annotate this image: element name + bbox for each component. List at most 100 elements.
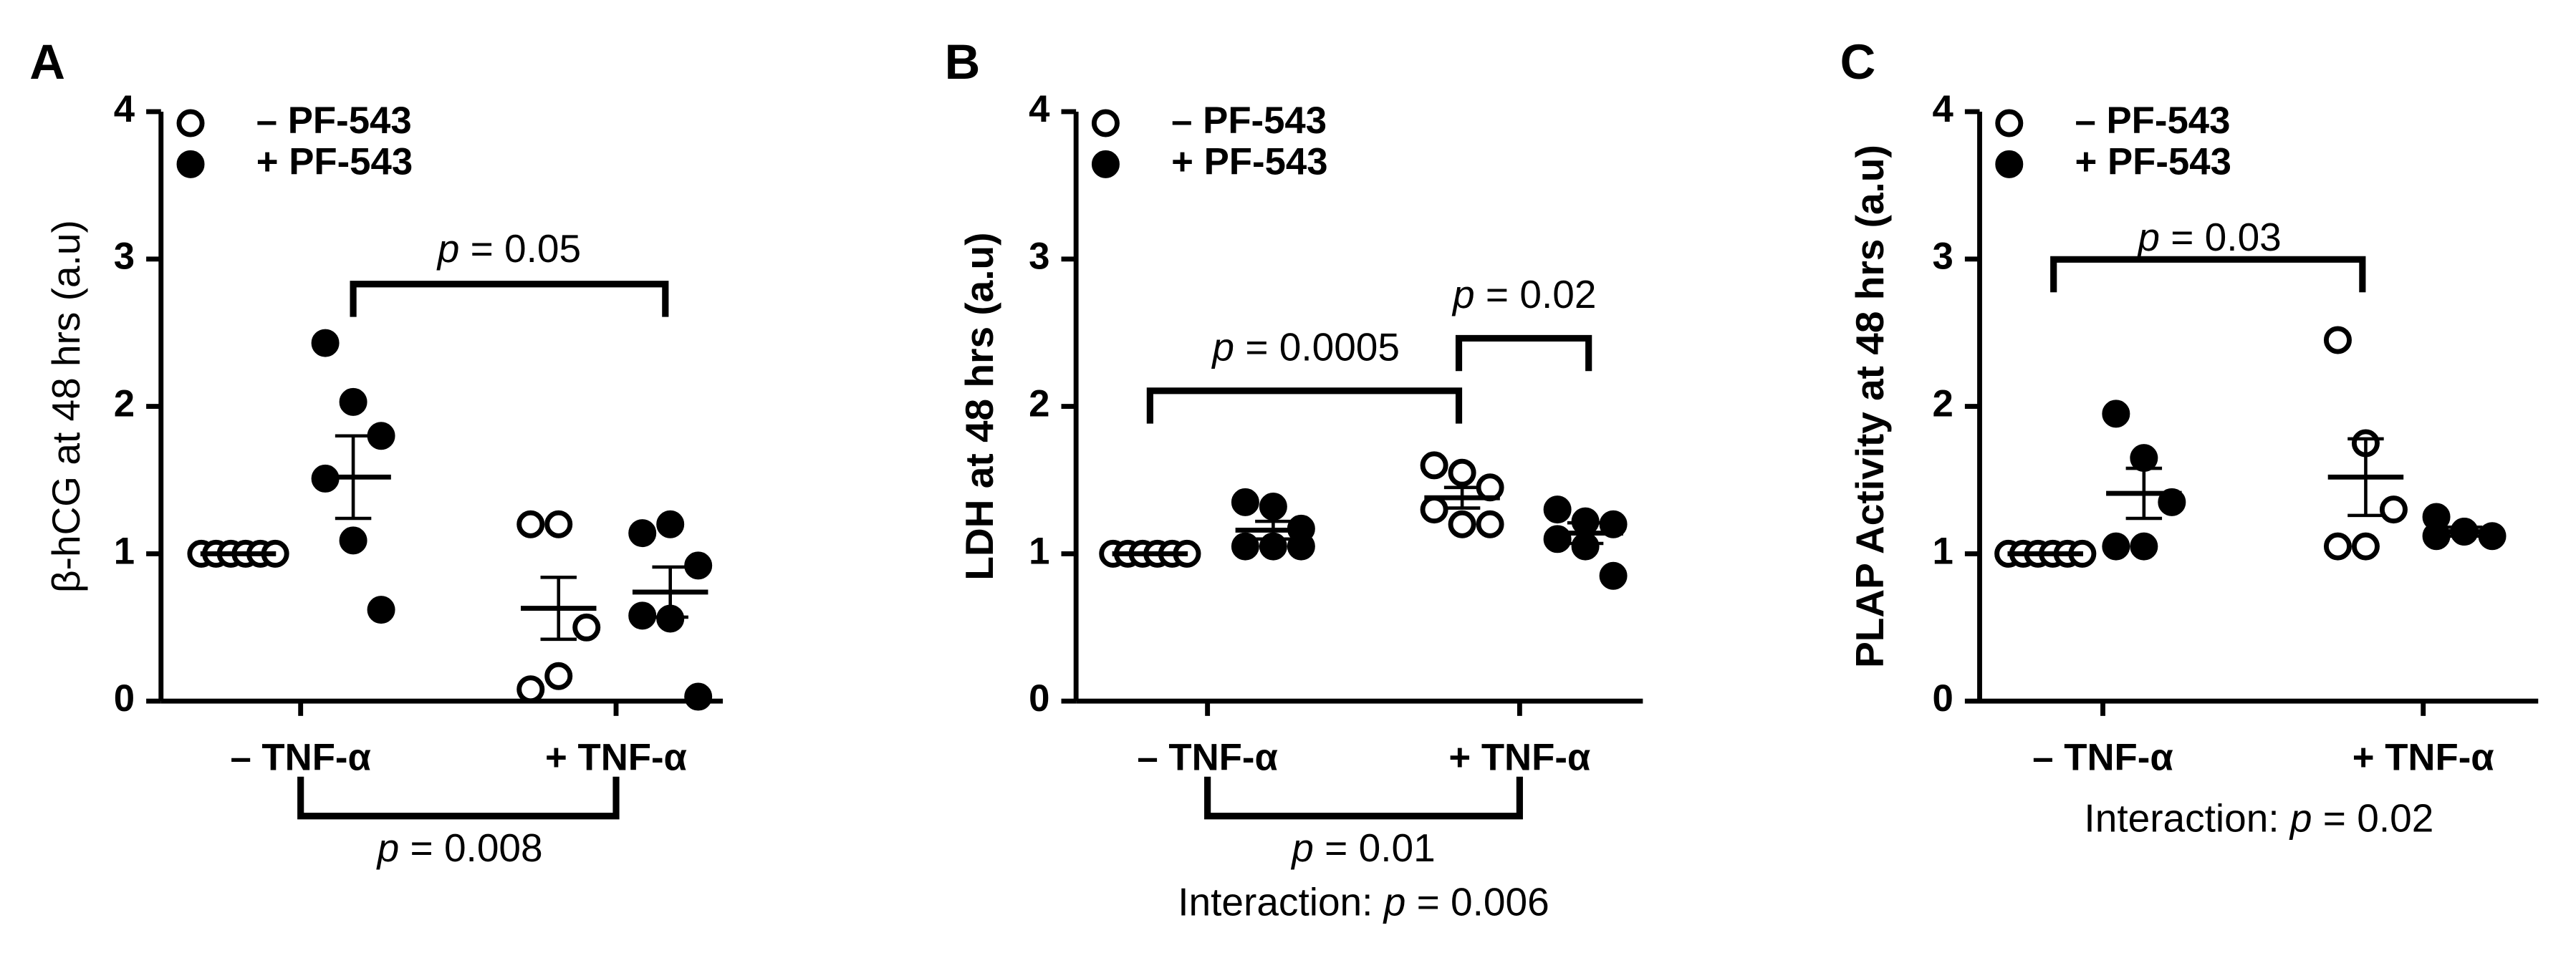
- data-point: [1543, 495, 1572, 524]
- data-point: [2478, 522, 2507, 551]
- error-bar: [335, 434, 372, 521]
- legend-marker: [1091, 109, 1120, 137]
- data-point: [684, 682, 713, 711]
- error-bar: [2347, 437, 2384, 518]
- text-part: = 0.05: [459, 226, 581, 270]
- text-part: p: [2136, 214, 2160, 258]
- data-point: [2379, 495, 2408, 524]
- data-point: [2130, 532, 2158, 561]
- legend-label: + PF-543: [256, 140, 413, 183]
- y-tick-label: 0: [1932, 677, 1953, 720]
- text-part: = 0.0005: [1234, 324, 1400, 369]
- data-point: [2102, 400, 2130, 428]
- y-axis-label: LDH at 48 hrs (a.u): [957, 233, 1001, 581]
- y-tick-label: 4: [1029, 88, 1050, 130]
- y-tick-label: 0: [1029, 677, 1049, 720]
- data-point: [516, 675, 545, 704]
- interaction-label: Interaction: p = 0.006: [1178, 879, 1549, 924]
- legend-marker: [1995, 150, 2024, 178]
- error-bar: [540, 576, 577, 642]
- data-point: [2102, 532, 2130, 561]
- text-part: = 0.006: [1405, 879, 1549, 924]
- text-part: p: [1211, 324, 1234, 369]
- text-part: p: [376, 825, 400, 869]
- significance-bracket: [1146, 387, 1463, 424]
- error-bar: [2446, 526, 2483, 538]
- y-axis-label: β-hCG at 48 hrs (a.u): [44, 220, 88, 593]
- data-point: [2323, 532, 2352, 561]
- text-part: p: [1451, 272, 1475, 316]
- data-point: [1231, 532, 1259, 561]
- data-point: [684, 551, 713, 580]
- error-bar: [1567, 521, 1604, 546]
- data-point: [544, 662, 573, 690]
- y-tick-label: 1: [114, 530, 135, 572]
- legend-marker: [176, 109, 205, 137]
- p-value: p = 0.02: [1451, 272, 1596, 316]
- x-tick-label: + TNF-α: [545, 737, 687, 779]
- data-point: [516, 510, 545, 538]
- data-point: [656, 510, 685, 538]
- text-part: Interaction:: [2084, 795, 2289, 840]
- text-part: p: [2289, 795, 2312, 840]
- error-bar: [1443, 485, 1481, 510]
- y-tick-label: 4: [114, 88, 135, 130]
- text-part: = 0.02: [2312, 795, 2434, 840]
- data-point: [628, 601, 657, 630]
- data-point: [1420, 495, 1448, 524]
- y-tick-label: 0: [114, 677, 135, 720]
- y-tick-label: 2: [1932, 383, 1953, 425]
- legend-label: – PF-543: [256, 100, 412, 142]
- y-tick-label: 1: [1932, 530, 1953, 572]
- legend-label: – PF-543: [1171, 100, 1327, 142]
- x-tick-label: – TNF-α: [230, 737, 370, 779]
- error-bar: [2125, 466, 2163, 521]
- significance-bracket: [297, 776, 620, 820]
- text-part: = 0.01: [1314, 825, 1436, 869]
- panel-label: A: [29, 34, 65, 90]
- legend-marker: [1995, 109, 2024, 137]
- data-point: [1259, 493, 1287, 521]
- data-point: [2422, 522, 2451, 551]
- data-point: [1287, 532, 1315, 561]
- panel-label: B: [945, 34, 981, 90]
- legend-label: – PF-543: [2075, 100, 2231, 142]
- x-tick-label: – TNF-α: [2032, 737, 2173, 779]
- text-part: Interaction:: [1178, 879, 1383, 924]
- text-part: = 0.008: [399, 825, 542, 869]
- significance-bracket: [1204, 776, 1523, 820]
- y-tick-label: 2: [1029, 383, 1049, 425]
- data-point: [544, 510, 573, 538]
- data-point: [2158, 488, 2186, 516]
- y-tick-label: 3: [114, 236, 135, 278]
- legend-marker: [176, 150, 205, 178]
- interaction-label: Interaction: p = 0.02: [2084, 795, 2433, 840]
- y-tick-label: 3: [1029, 236, 1049, 278]
- data-point: [1420, 451, 1448, 480]
- data-point: [628, 519, 657, 548]
- data-point: [339, 526, 367, 555]
- y-tick-label: 3: [1932, 236, 1953, 278]
- x-tick-label: – TNF-α: [1137, 737, 1277, 779]
- legend-label: + PF-543: [2075, 140, 2231, 183]
- p-value: p = 0.01: [1290, 825, 1435, 869]
- data-point: [339, 387, 367, 416]
- panel-label: C: [1840, 34, 1876, 90]
- y-axis-label: PLAP Activity at 48 hrs (a.u): [1847, 145, 1892, 668]
- data-point: [2323, 326, 2352, 354]
- x-tick-label: + TNF-α: [2352, 737, 2494, 779]
- legend-label: + PF-543: [1171, 140, 1327, 183]
- text-part: = 0.02: [1475, 272, 1597, 316]
- p-value: p = 0.008: [376, 825, 543, 869]
- data-point: [572, 613, 601, 642]
- x-tick-label: + TNF-α: [1448, 737, 1590, 779]
- p-value: p = 0.05: [436, 226, 581, 270]
- data-point: [2130, 444, 2158, 473]
- p-value: p = 0.0005: [1211, 324, 1400, 369]
- error-bar: [1255, 519, 1292, 541]
- data-point: [2351, 532, 2380, 561]
- error-bar: [652, 565, 688, 619]
- data-point: [367, 596, 395, 624]
